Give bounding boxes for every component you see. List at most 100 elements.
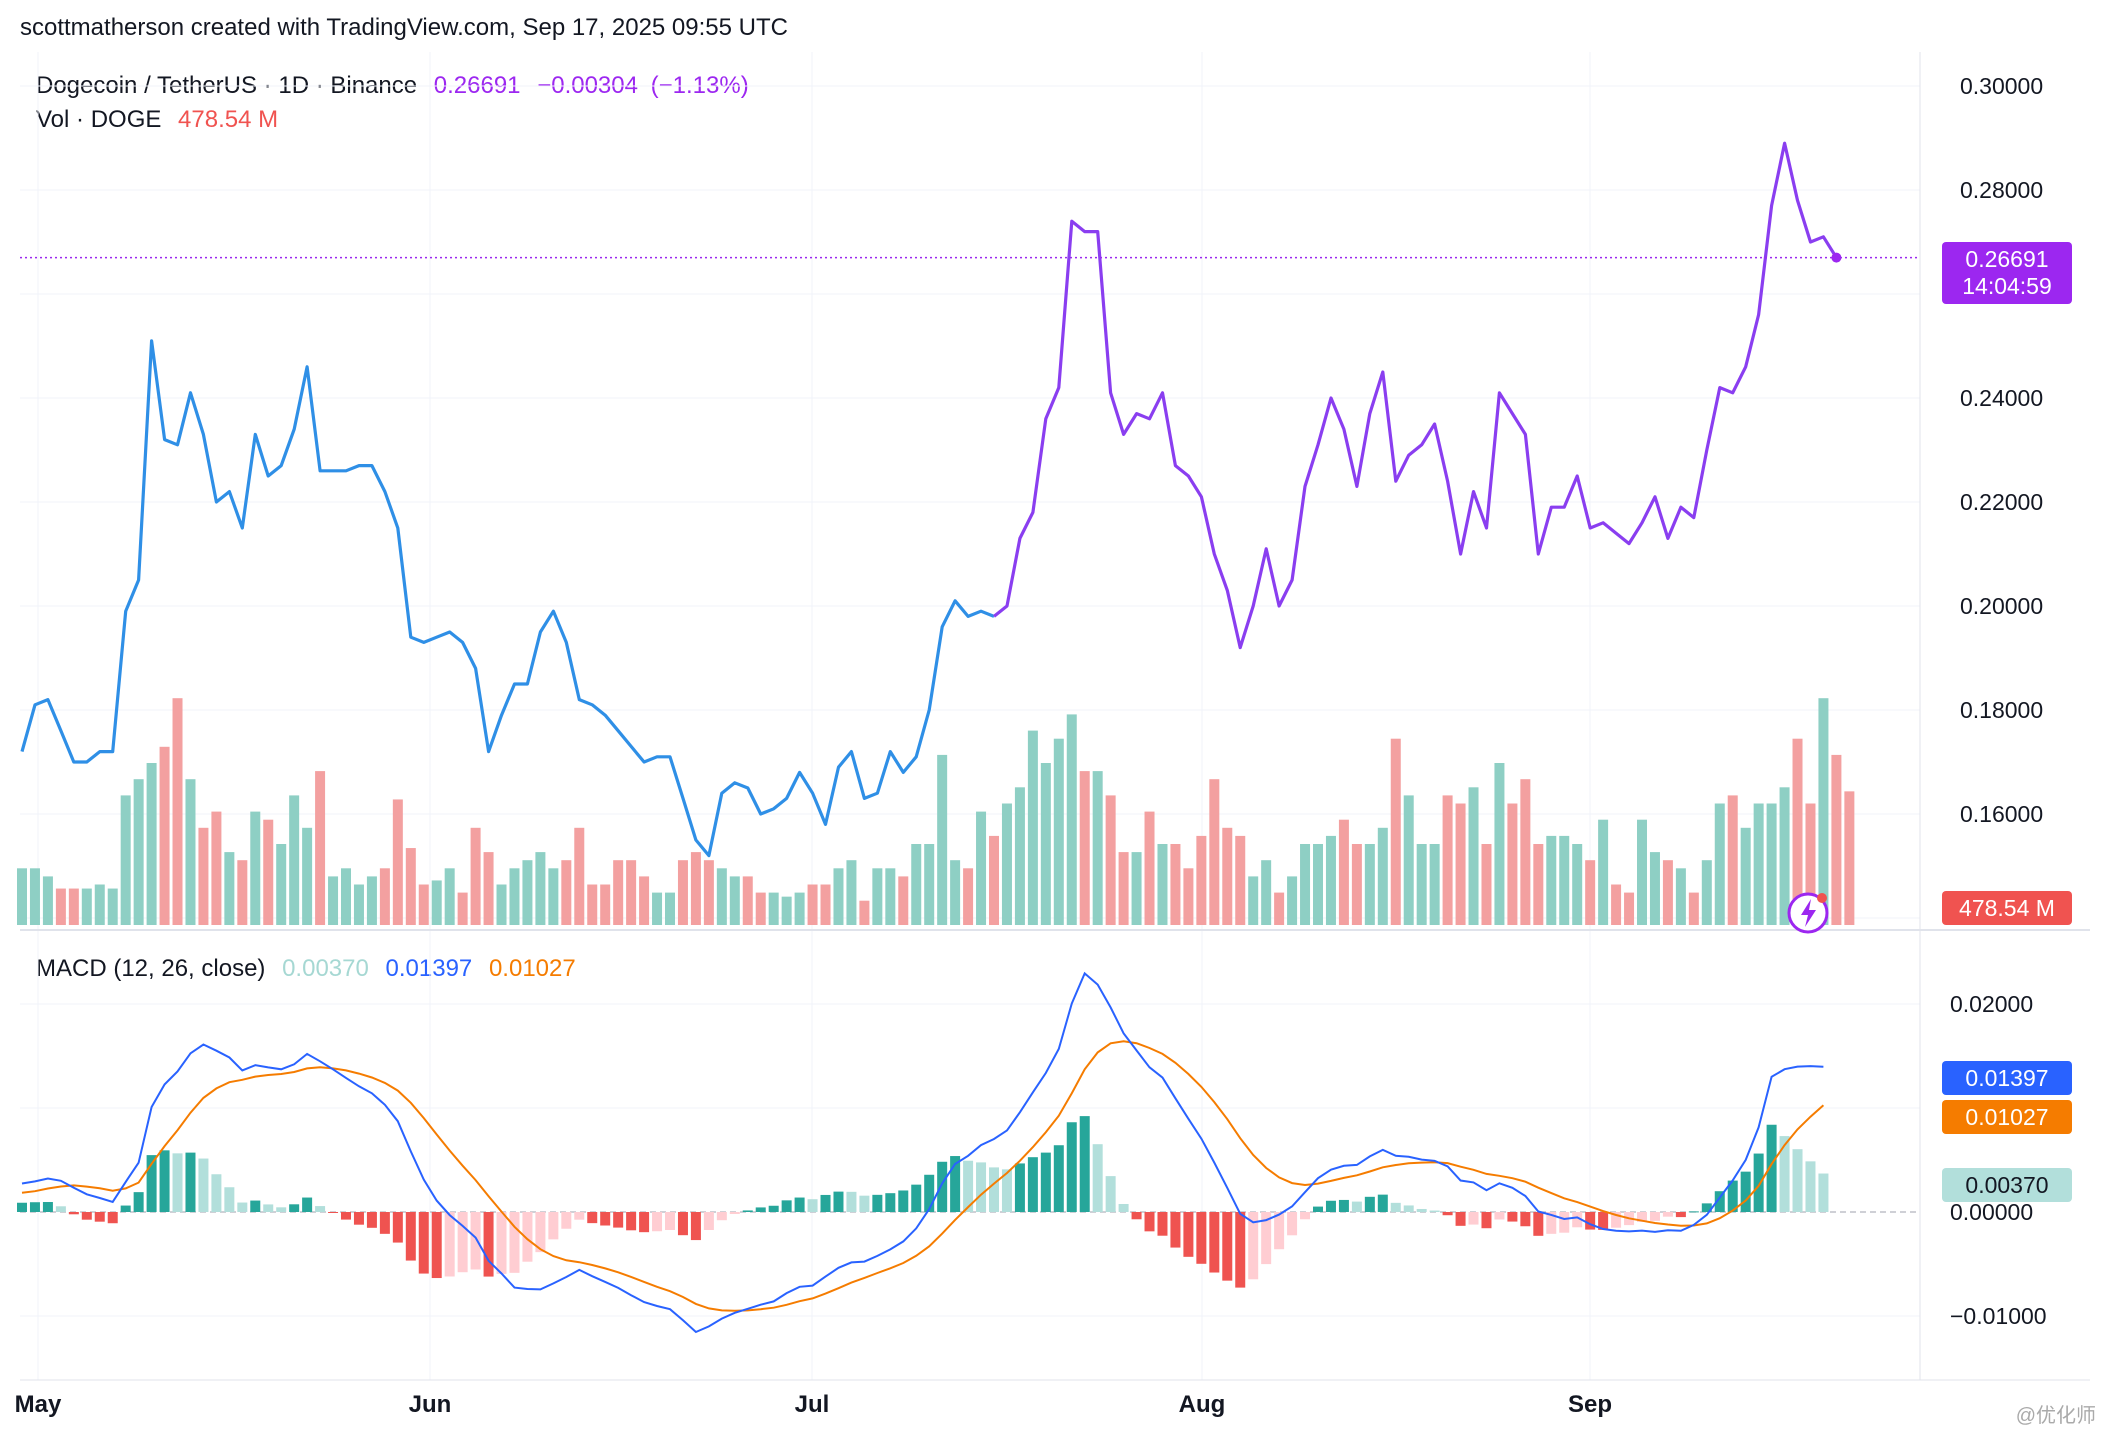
macd-histogram-bar bbox=[1468, 1212, 1479, 1225]
macd-histogram-bar bbox=[185, 1152, 196, 1212]
macd-legend: MACD (12, 26, close) 0.00370 0.01397 0.0… bbox=[36, 955, 586, 983]
macd-histogram-bar bbox=[1325, 1200, 1336, 1212]
price-axis-tick-label: 0.30000 bbox=[1960, 73, 2043, 99]
macd-histogram-bar bbox=[1598, 1212, 1609, 1230]
volume-bar bbox=[17, 868, 27, 925]
macd-histogram-bar bbox=[1766, 1124, 1777, 1212]
volume-bar bbox=[1390, 738, 1401, 925]
macd-histogram-bar bbox=[639, 1212, 650, 1233]
volume-bar bbox=[1325, 835, 1336, 925]
price-axis-tick-label: 0.20000 bbox=[1960, 593, 2043, 619]
volume-bar bbox=[1507, 803, 1518, 925]
macd-histogram-bar bbox=[224, 1187, 235, 1212]
macd-histogram-bar bbox=[1701, 1203, 1712, 1212]
macd-histogram-bar bbox=[1338, 1199, 1349, 1212]
volume-bar bbox=[1001, 803, 1012, 925]
volume-bar bbox=[1338, 819, 1349, 925]
volume-bar bbox=[1183, 868, 1194, 925]
macd-histogram-bar bbox=[483, 1212, 494, 1277]
macd-histogram-bar bbox=[1818, 1173, 1829, 1212]
macd-histogram-bar bbox=[17, 1202, 27, 1212]
volume-bar bbox=[1209, 779, 1220, 925]
volume-bar bbox=[768, 892, 779, 925]
volume-bar bbox=[405, 848, 416, 925]
macd-histogram-bar bbox=[665, 1212, 675, 1230]
volume-bar bbox=[1740, 827, 1751, 925]
volume-bar bbox=[1468, 787, 1479, 925]
macd-histogram-bar bbox=[587, 1212, 598, 1224]
volume-bar bbox=[794, 892, 805, 925]
macd-histogram-bar bbox=[1014, 1163, 1025, 1212]
volume-bar bbox=[665, 892, 675, 925]
volume-bar bbox=[1442, 795, 1453, 925]
price-axis-tick-label: 0.28000 bbox=[1960, 177, 2043, 203]
macd-line bbox=[21, 971, 1824, 1334]
macd-histogram-bar bbox=[496, 1212, 507, 1274]
volume-bar bbox=[976, 811, 987, 925]
volume-bar bbox=[94, 884, 105, 925]
volume-bar bbox=[1131, 852, 1142, 925]
volume-bar bbox=[833, 868, 844, 925]
volume-bars bbox=[17, 698, 1855, 925]
volume-label[interactable]: Vol · DOGE bbox=[36, 106, 162, 133]
macd-histogram-bar bbox=[1209, 1212, 1220, 1273]
volume-bar bbox=[302, 827, 313, 925]
macd-histogram-bar bbox=[94, 1212, 105, 1222]
macd-histogram-bar bbox=[172, 1153, 183, 1212]
macd-histogram-bar bbox=[159, 1150, 170, 1212]
volume-bar bbox=[250, 811, 261, 925]
volume-bar bbox=[431, 880, 442, 925]
macd-histogram-bar bbox=[652, 1212, 663, 1232]
macd-histogram-bar bbox=[898, 1190, 909, 1212]
macd-histogram-bar bbox=[315, 1206, 326, 1212]
macd-histogram-bar bbox=[341, 1212, 351, 1220]
macd-histogram-bar bbox=[1170, 1212, 1181, 1248]
price-line-segment-purple bbox=[993, 141, 1838, 650]
volume-bar bbox=[716, 868, 727, 925]
macd-label[interactable]: MACD (12, 26, close) bbox=[36, 955, 266, 982]
volume-bar bbox=[1300, 844, 1311, 925]
price-badge-bg bbox=[1942, 242, 2072, 304]
volume-bar bbox=[509, 868, 520, 925]
volume-bar bbox=[1481, 844, 1492, 925]
volume-bar bbox=[185, 779, 196, 925]
volume-bar bbox=[1416, 844, 1427, 925]
macd-histogram-bar bbox=[846, 1191, 857, 1212]
macd-axis-tick-label: 0.00000 bbox=[1950, 1199, 2033, 1225]
macd-histogram-bar bbox=[1222, 1212, 1233, 1281]
price-badge-value: 0.26691 bbox=[1965, 246, 2048, 272]
macd-histogram-bar bbox=[1066, 1122, 1077, 1212]
macd-histogram-bar bbox=[859, 1195, 870, 1212]
volume-bar bbox=[289, 795, 300, 925]
volume-bar bbox=[470, 827, 481, 925]
macd-histogram-bar bbox=[1546, 1212, 1557, 1234]
volume-bar bbox=[418, 884, 429, 925]
volume-bar bbox=[55, 888, 66, 925]
volume-bar bbox=[1831, 754, 1842, 925]
macd-histogram-bar bbox=[1572, 1212, 1583, 1228]
macd-histogram-bar bbox=[626, 1212, 637, 1231]
macd-histogram-bar bbox=[1792, 1149, 1803, 1212]
macd-histogram-bar bbox=[522, 1212, 533, 1262]
lightning-icon[interactable] bbox=[1787, 892, 1829, 934]
macd-histogram-bar bbox=[366, 1212, 377, 1228]
volume-bar bbox=[846, 860, 857, 925]
macd-histogram-bar bbox=[963, 1160, 974, 1212]
volume-bar bbox=[29, 868, 40, 925]
volume-bar bbox=[1196, 835, 1207, 925]
macd-histogram-bar bbox=[1494, 1212, 1505, 1220]
macd-histogram-bar bbox=[1040, 1152, 1051, 1212]
volume-bar bbox=[1611, 884, 1622, 925]
macd-histogram-bar bbox=[29, 1202, 40, 1212]
macd-histogram-bar bbox=[1520, 1212, 1531, 1227]
macd-histogram-bar bbox=[1403, 1205, 1414, 1212]
volume-bar bbox=[1364, 844, 1375, 925]
volume-bar bbox=[1222, 827, 1233, 925]
macd-hist-value: 0.00370 bbox=[282, 955, 369, 982]
volume-bar bbox=[1455, 803, 1466, 925]
macd-histogram-bar bbox=[911, 1184, 922, 1212]
time-axis-tick-label: Sep bbox=[1568, 1391, 1612, 1418]
macd-histogram-bar bbox=[1118, 1203, 1129, 1212]
macd-line-badge: 0.01397 bbox=[1942, 1061, 2072, 1095]
